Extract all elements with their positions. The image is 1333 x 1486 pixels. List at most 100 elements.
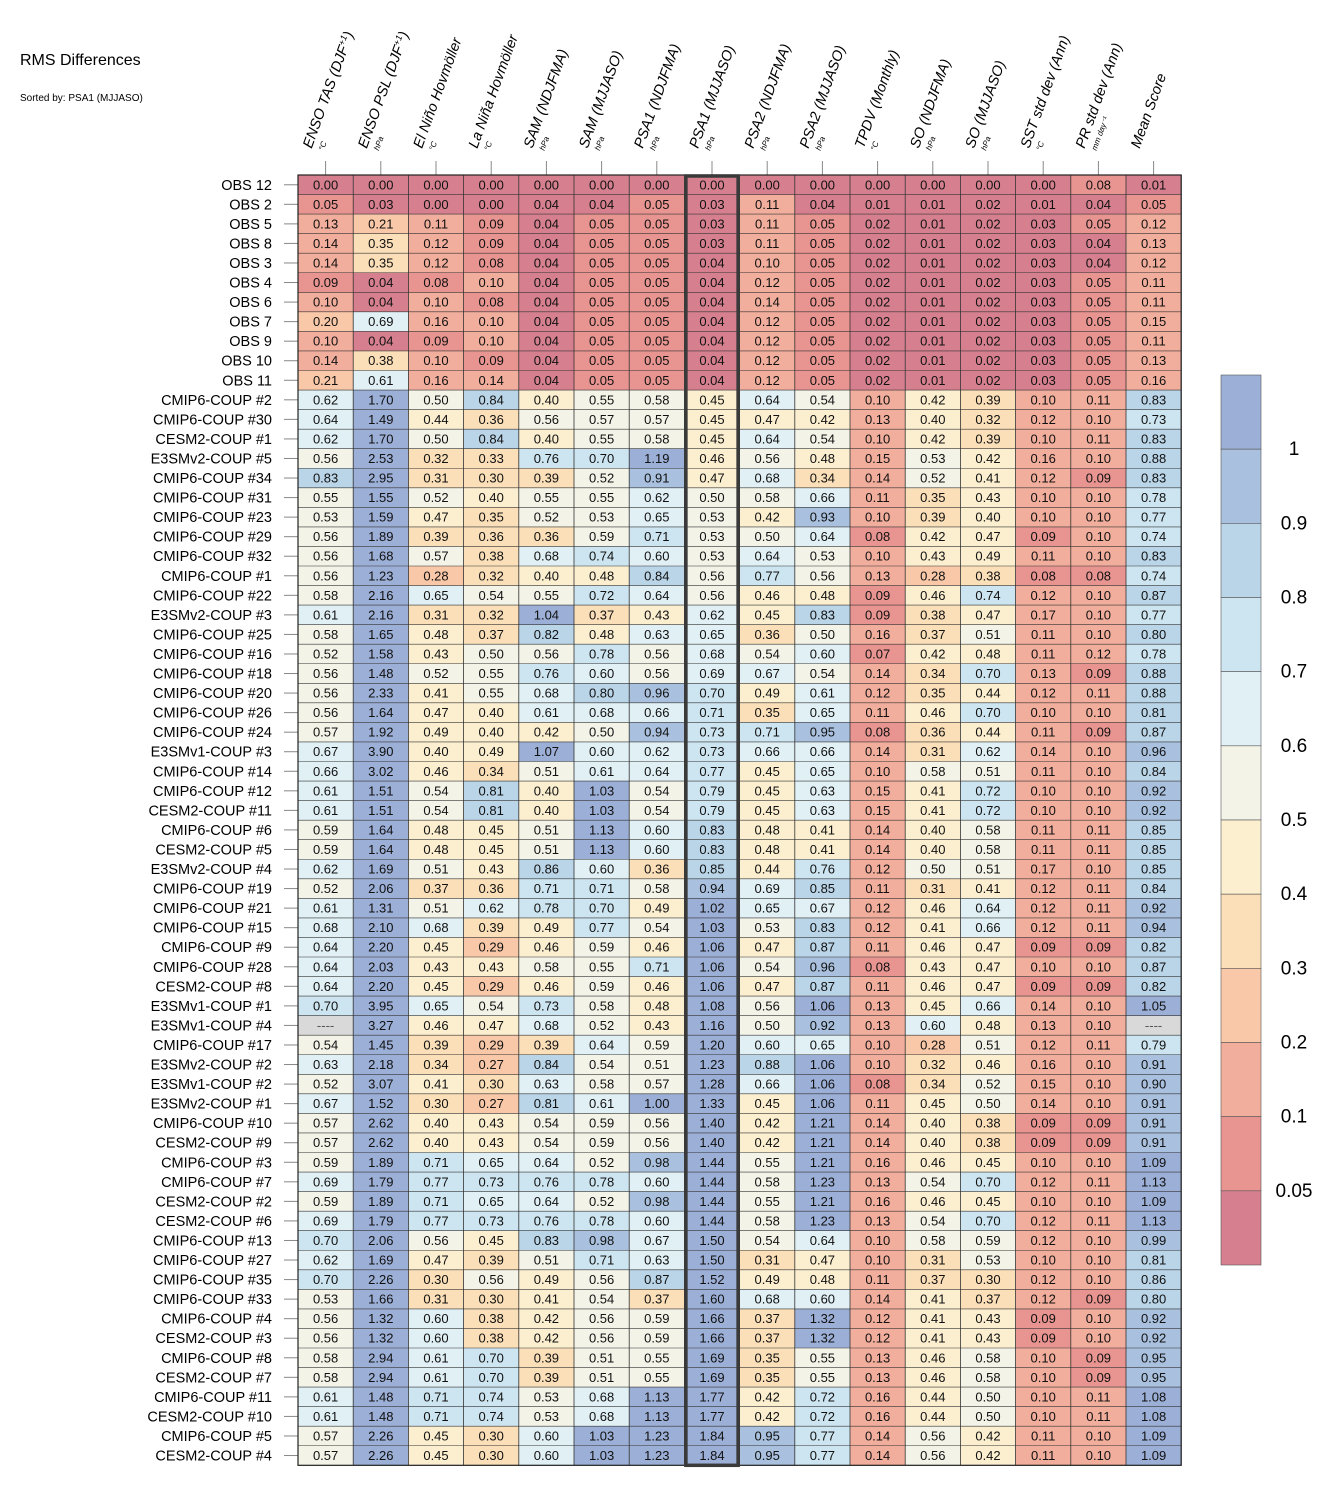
cell-fill <box>905 1074 961 1094</box>
cell-value-label: 0.85 <box>810 881 835 896</box>
cell-value-label: 0.53 <box>699 529 724 544</box>
cell-value-label: 1.03 <box>589 1428 614 1443</box>
heatmap-cell: 0.95 <box>739 1426 795 1446</box>
cell-value-label: 0.09 <box>1086 1116 1111 1131</box>
cell-value-label: 0.46 <box>920 1155 945 1170</box>
heatmap-cell: 0.10 <box>408 292 464 312</box>
cell-fill <box>518 429 574 449</box>
heatmap-cell: 1.08 <box>684 996 740 1016</box>
cell-fill <box>960 761 1016 782</box>
cell-value-label: 0.14 <box>1031 744 1056 759</box>
cell-fill <box>739 898 795 918</box>
cell-fill <box>739 507 795 527</box>
heatmap-cell: 1.77 <box>684 1387 740 1407</box>
cell-value-label: 0.38 <box>479 1331 504 1346</box>
cell-fill <box>408 898 464 918</box>
cell-fill <box>905 702 961 723</box>
heatmap-cell: 0.98 <box>629 1152 685 1173</box>
heatmap-cell: 0.12 <box>850 1308 906 1329</box>
cell-value-label: 0.10 <box>865 1233 890 1248</box>
cell-fill <box>1070 1230 1126 1251</box>
cell-fill <box>850 311 906 332</box>
heatmap-cell: 0.17 <box>1015 605 1071 625</box>
cell-value-label: 0.48 <box>810 1272 835 1287</box>
cell-fill <box>739 702 795 723</box>
cell-fill <box>1015 429 1071 449</box>
heatmap-cell: 0.31 <box>905 878 961 899</box>
cell-value-label: 0.61 <box>423 1350 448 1365</box>
cell-fill <box>463 409 519 430</box>
cell-value-label: 0.28 <box>920 568 945 583</box>
heatmap-cell: 0.11 <box>739 214 795 234</box>
cell-fill <box>408 507 464 527</box>
cell-fill <box>1070 350 1126 371</box>
heatmap-cell: ---- <box>298 1015 354 1036</box>
heatmap-cell: 0.43 <box>960 1328 1016 1348</box>
heatmap-cell: 0.48 <box>408 820 464 840</box>
heatmap-cell: 0.81 <box>463 800 519 821</box>
row-label: OBS 4 <box>229 276 272 292</box>
cell-fill <box>684 331 740 351</box>
cell-value-label: 0.16 <box>423 373 448 388</box>
cell-value-label: 0.83 <box>1141 431 1166 446</box>
cell-value-label: 0.56 <box>423 1233 448 1248</box>
cell-value-label: 0.99 <box>1141 1233 1166 1248</box>
cell-fill <box>850 468 906 488</box>
cell-fill <box>353 1250 409 1270</box>
cell-value-label: 0.41 <box>920 1292 945 1307</box>
cell-fill <box>1015 761 1071 782</box>
cell-value-label: 0.65 <box>699 627 724 642</box>
heatmap-cell: 0.41 <box>794 839 850 860</box>
cell-value-label: 0.56 <box>313 549 338 564</box>
heatmap-cell: 0.30 <box>408 1269 464 1290</box>
cell-value-label: 0.31 <box>423 471 448 486</box>
cell-value-label: 1.06 <box>699 940 724 955</box>
cell-value-label: 0.44 <box>975 725 1000 740</box>
cell-value-label: 0.72 <box>589 588 614 603</box>
cell-value-label: 0.12 <box>1031 1037 1056 1052</box>
heatmap-cell: 1.32 <box>794 1328 850 1348</box>
cell-fill <box>1070 898 1126 918</box>
cell-value-label: 0.40 <box>479 725 504 740</box>
cell-fill <box>408 878 464 899</box>
cell-value-label: 0.11 <box>1086 1389 1110 1404</box>
cell-fill <box>298 487 354 508</box>
cell-fill <box>794 957 850 977</box>
heatmap-cell: 0.40 <box>518 390 574 410</box>
heatmap-cell: 0.43 <box>463 859 519 879</box>
cell-value-label: 0.38 <box>920 607 945 622</box>
heatmap-cell: 0.78 <box>574 644 630 664</box>
cell-fill <box>960 175 1016 195</box>
cell-value-label: 0.09 <box>1086 1370 1111 1385</box>
heatmap-cell: 1.68 <box>353 546 409 566</box>
column-label: La Niña Hovmöller°C <box>466 32 522 175</box>
heatmap-cell: 1.51 <box>353 781 409 801</box>
cell-fill <box>850 820 906 840</box>
cell-fill <box>1015 644 1071 664</box>
heatmap-cell: 0.10 <box>1015 781 1071 801</box>
cell-fill <box>1126 429 1182 449</box>
cell-fill <box>1070 311 1126 332</box>
cell-value-label: 0.09 <box>1031 1116 1056 1131</box>
cell-fill <box>739 781 795 801</box>
cell-value-label: 0.41 <box>920 1311 945 1326</box>
cell-value-label: 0.43 <box>479 1116 504 1131</box>
heatmap-cell: 0.05 <box>574 370 630 391</box>
cell-value-label: 0.42 <box>810 412 835 427</box>
heatmap-cell: 0.69 <box>739 878 795 899</box>
heatmap-cell: 0.09 <box>463 233 519 254</box>
cell-fill <box>408 1308 464 1329</box>
cell-value-label: 0.11 <box>1086 1174 1110 1189</box>
heatmap-cell: 0.08 <box>1070 175 1126 195</box>
cell-fill <box>905 1113 961 1133</box>
heatmap-cell: 0.58 <box>629 390 685 410</box>
heatmap-cell: 0.16 <box>850 1152 906 1173</box>
cell-value-label: 0.70 <box>479 1370 504 1385</box>
cell-fill <box>794 1406 850 1427</box>
cell-fill <box>298 996 354 1016</box>
cell-fill <box>353 1113 409 1133</box>
heatmap-cell: 0.12 <box>1015 1230 1071 1251</box>
row-label: OBS 3 <box>229 256 272 272</box>
cell-value-label: 0.61 <box>313 1389 338 1404</box>
cell-value-label: 0.12 <box>1141 216 1166 231</box>
